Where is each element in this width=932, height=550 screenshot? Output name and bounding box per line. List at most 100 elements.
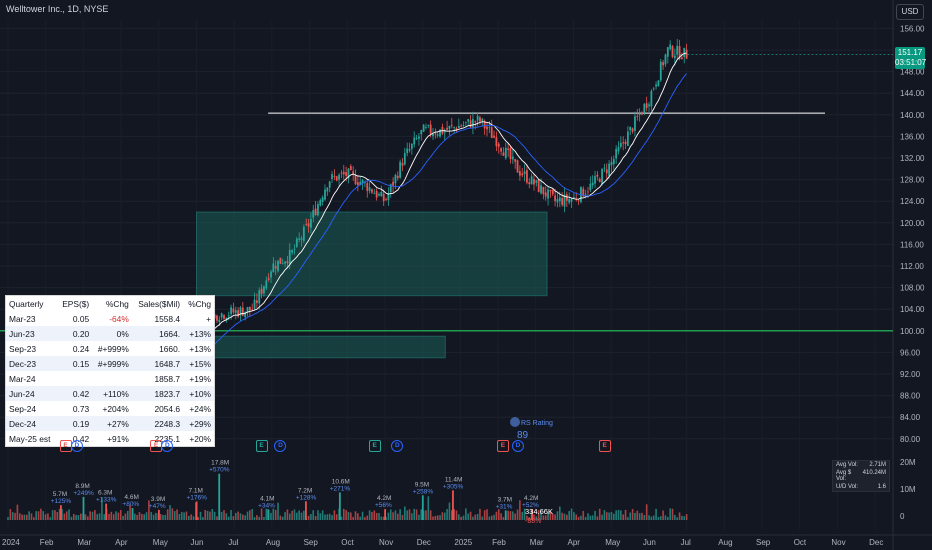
volume-stat-value: 410.24M — [862, 470, 886, 476]
volume-bar — [178, 513, 181, 520]
volume-bar — [216, 516, 218, 520]
earnings-marker[interactable]: E — [496, 440, 509, 452]
y-tick-label: 120.00 — [900, 219, 925, 228]
y-tick-label: 148.00 — [900, 68, 925, 77]
volume-bar — [354, 511, 357, 520]
candle-body — [375, 190, 378, 198]
volume-bar — [155, 512, 157, 520]
earnings-marker[interactable]: E — [255, 440, 268, 452]
volume-bar — [253, 517, 256, 520]
candle-body — [415, 138, 418, 139]
earnings-marker[interactable]: E — [150, 440, 163, 452]
volume-bar — [293, 509, 296, 520]
volume-change-label: +125% — [51, 498, 72, 505]
volume-bar — [335, 514, 338, 520]
volume-bar — [237, 511, 239, 520]
volume-bar — [443, 512, 446, 520]
volume-bar — [136, 514, 138, 520]
volume-bar — [396, 513, 399, 520]
candle-body — [624, 141, 627, 145]
table-cell: 1664. — [131, 326, 184, 341]
volume-bar — [657, 516, 660, 520]
dividend-marker[interactable]: D — [274, 440, 287, 452]
candle-body — [267, 277, 270, 280]
candle-body — [587, 191, 589, 193]
candle-body — [476, 115, 479, 121]
earnings-marker[interactable]: E — [598, 440, 611, 452]
y-tick-label: 136.00 — [900, 132, 925, 141]
y-tick-label: 116.00 — [900, 240, 924, 249]
currency-button[interactable]: USD — [896, 4, 924, 20]
candle-body — [359, 181, 362, 185]
table-cell: #+999% — [92, 356, 132, 371]
volume-bar — [408, 509, 411, 520]
candle-body — [241, 307, 244, 316]
volume-bar — [674, 514, 676, 520]
volume-bar — [30, 513, 33, 520]
volume-bar — [256, 515, 258, 520]
candle-body — [615, 148, 618, 159]
volume-bar — [509, 511, 512, 520]
volume-bar — [526, 515, 528, 520]
volume-bar — [35, 511, 37, 520]
volume-bar — [333, 510, 336, 520]
candle-body — [659, 61, 662, 81]
volume-bar — [68, 509, 70, 520]
dividend-marker[interactable]: D — [70, 440, 83, 452]
dividend-marker[interactable]: D — [511, 440, 524, 452]
candle-body — [636, 115, 639, 117]
dividend-marker[interactable]: D — [161, 440, 174, 452]
y-tick-label: 88.00 — [900, 392, 921, 401]
volume-bar — [533, 514, 535, 520]
volume-bar — [432, 516, 434, 520]
volume-bar — [598, 508, 601, 520]
candle-body — [655, 84, 657, 87]
candle-body — [516, 160, 519, 173]
table-cell — [57, 371, 92, 386]
x-tick-label: 2025 — [454, 538, 472, 547]
table-cell: 1858.7 — [154, 373, 181, 384]
volume-bar — [25, 514, 28, 520]
volume-change-label: +271% — [330, 485, 351, 492]
candle-body — [643, 103, 646, 113]
volume-bar — [631, 509, 634, 520]
candle-body — [394, 174, 397, 184]
candle-body — [225, 318, 228, 320]
candle-body — [331, 174, 333, 180]
volume-bar — [260, 508, 263, 520]
table-cell: 0.05 — [72, 313, 90, 324]
volume-label: 8.9M — [75, 483, 89, 490]
candle-body — [244, 311, 247, 317]
candle-body — [645, 103, 648, 109]
candle-body — [568, 199, 571, 203]
volume-bar — [324, 514, 326, 520]
volume-bar — [582, 511, 585, 520]
volume-change-label: +570% — [209, 467, 230, 474]
y-tick-label: 104.00 — [900, 305, 925, 314]
candle-body — [293, 248, 296, 250]
candle-body — [486, 126, 488, 130]
volume-bar — [162, 514, 164, 520]
y-tick-label: 132.00 — [900, 154, 925, 163]
table-cell: Sep-23 — [9, 343, 37, 354]
volume-bar — [368, 510, 371, 520]
earnings-marker[interactable]: E — [368, 440, 381, 452]
candle-body — [565, 194, 568, 201]
candle-body — [648, 104, 650, 107]
dividend-marker[interactable]: D — [391, 440, 404, 452]
candle-body — [347, 168, 350, 179]
candle-body — [403, 153, 406, 165]
volume-bar — [115, 511, 117, 520]
volume-bar — [406, 510, 408, 520]
volume-bar — [225, 513, 228, 520]
volume-bar — [75, 515, 77, 520]
x-tick-label: 2024 — [2, 538, 20, 547]
volume-bar — [371, 511, 373, 520]
table-cell: +10% — [183, 386, 215, 401]
earnings-marker[interactable]: E — [59, 440, 72, 452]
volume-bar — [169, 505, 171, 520]
candle-body — [366, 183, 369, 191]
volume-bar — [645, 504, 648, 520]
candle-body — [504, 147, 507, 159]
